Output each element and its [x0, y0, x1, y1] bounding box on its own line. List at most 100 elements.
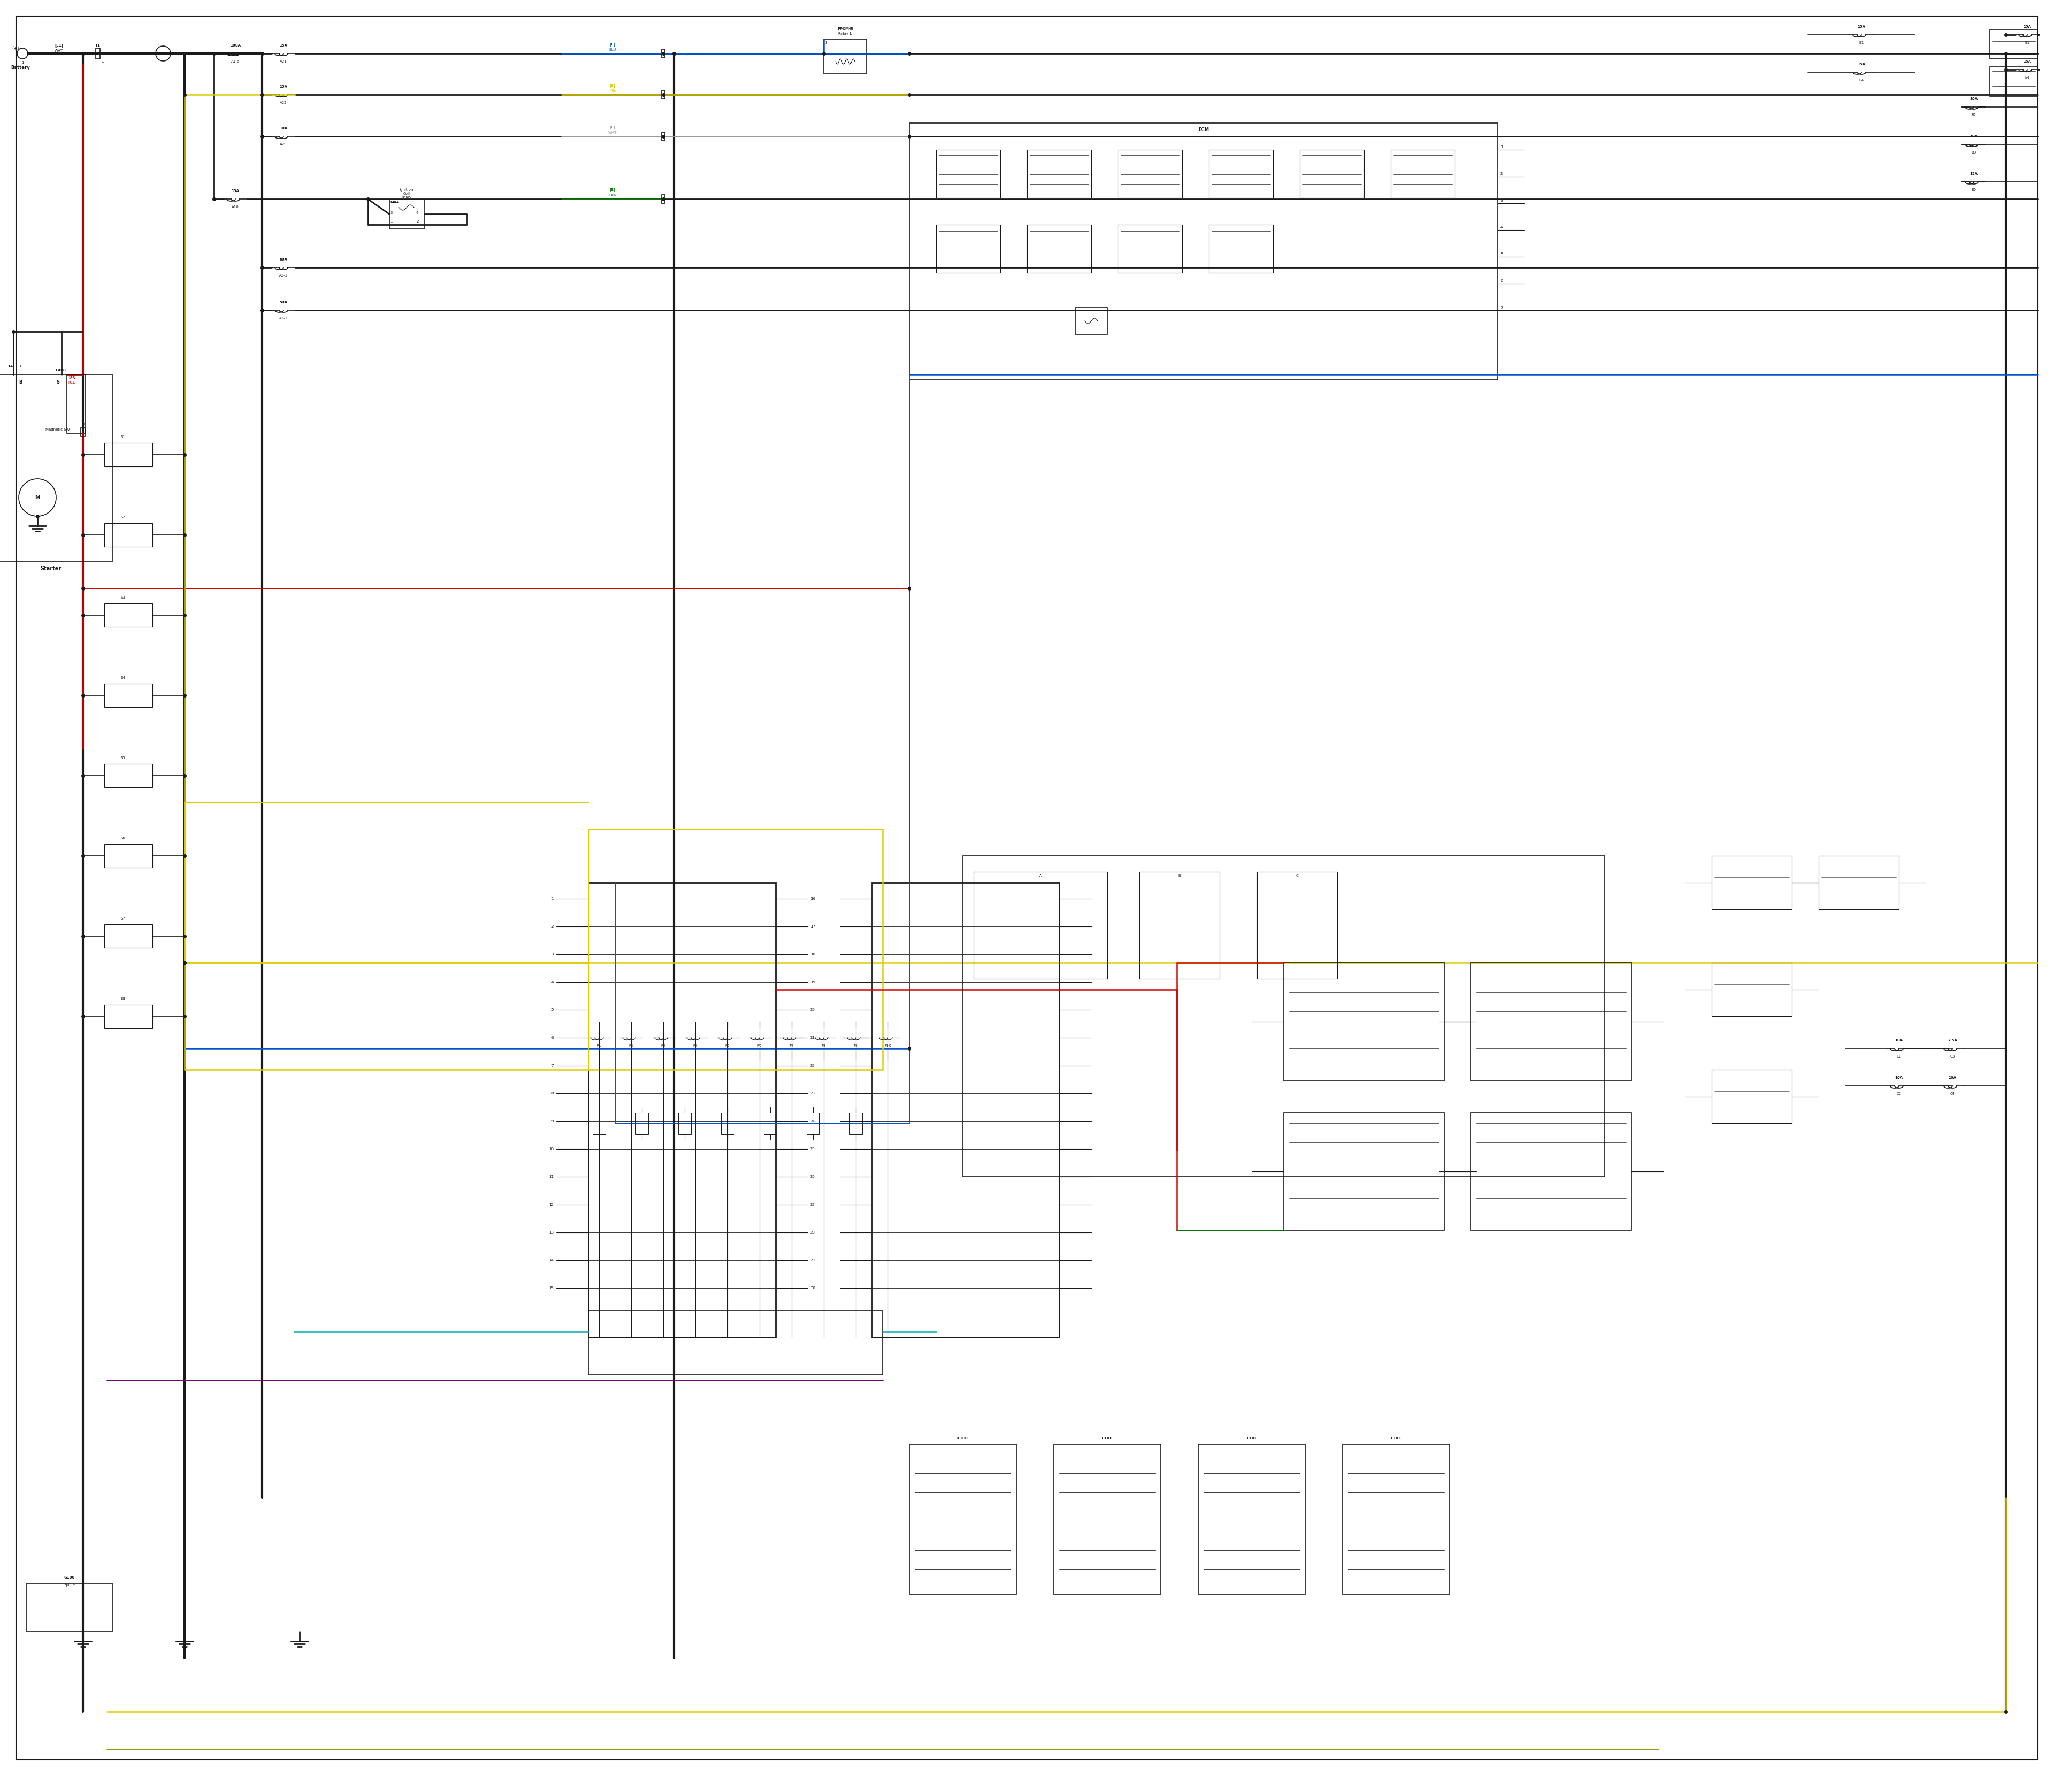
Text: 7.5A: 7.5A: [1947, 1039, 1957, 1041]
Text: 4: 4: [550, 980, 555, 984]
Text: 29: 29: [811, 1258, 815, 1262]
Text: Relay 1: Relay 1: [838, 32, 852, 36]
Text: BLU: BLU: [608, 48, 616, 52]
Text: 18: 18: [811, 953, 815, 955]
Text: [E1]: [E1]: [55, 43, 64, 47]
Text: Ignition: Ignition: [398, 188, 413, 192]
Bar: [105, 604, 152, 627]
Text: 1: 1: [21, 61, 25, 65]
Text: S: S: [55, 380, 60, 385]
Text: B4: B4: [1859, 79, 1863, 82]
Bar: [1711, 857, 1791, 909]
Text: C101: C101: [1101, 1437, 1113, 1441]
Text: WHT: WHT: [608, 131, 616, 134]
Text: B: B: [18, 380, 23, 385]
Bar: [1990, 66, 2038, 97]
Text: 10: 10: [548, 1147, 555, 1150]
Text: P1: P1: [598, 1045, 602, 1047]
Text: 12: 12: [548, 1202, 555, 1206]
Text: S6: S6: [121, 837, 125, 840]
Text: 28: 28: [811, 1231, 815, 1235]
Bar: [1343, 1444, 1450, 1595]
Text: RED: RED: [68, 382, 76, 383]
Text: C1: C1: [1896, 1055, 1902, 1057]
Text: 15: 15: [80, 423, 86, 426]
Text: YEL: YEL: [610, 90, 616, 93]
Text: B1: B1: [2025, 41, 2029, 45]
Text: M: M: [35, 495, 39, 500]
Bar: [661, 195, 665, 202]
Text: 15A: 15A: [1857, 25, 1865, 29]
Text: B5: B5: [1972, 188, 1976, 192]
Text: 22: 22: [811, 1064, 815, 1068]
Text: 10A: 10A: [1896, 1039, 1902, 1041]
Text: S5: S5: [121, 756, 125, 760]
Text: 21: 21: [811, 1036, 815, 1039]
Bar: [807, 1113, 820, 1134]
Bar: [1210, 151, 1273, 197]
Text: C2: C2: [1896, 1093, 1902, 1095]
Bar: [1284, 962, 1444, 1081]
Text: P3: P3: [661, 1045, 665, 1047]
Text: 1: 1: [550, 898, 555, 900]
Bar: [1284, 1113, 1444, 1231]
Text: B: B: [1179, 874, 1181, 878]
Bar: [105, 523, 152, 547]
Bar: [587, 1310, 883, 1374]
Bar: [764, 1113, 776, 1134]
Bar: [1210, 224, 1273, 272]
Bar: [1197, 1444, 1304, 1595]
Bar: [910, 124, 1497, 380]
Text: [E]: [E]: [610, 43, 616, 47]
Text: 10A: 10A: [1970, 97, 1978, 100]
Bar: [1257, 873, 1337, 978]
Text: B4: B4: [2025, 75, 2029, 79]
Bar: [105, 1005, 152, 1029]
Text: 26: 26: [811, 1176, 815, 1179]
Text: 15A: 15A: [2023, 59, 2031, 63]
Text: 10A: 10A: [1949, 1077, 1955, 1079]
Text: 60A: 60A: [279, 258, 288, 262]
Text: G100: G100: [64, 1575, 76, 1579]
Text: 1: 1: [390, 220, 392, 222]
Text: S7: S7: [121, 918, 125, 919]
Text: 10A: 10A: [279, 127, 288, 131]
Text: P9: P9: [854, 1045, 859, 1047]
Text: A21: A21: [279, 59, 288, 63]
Bar: [1391, 151, 1454, 197]
Text: 7: 7: [1499, 306, 1504, 310]
Bar: [1300, 151, 1364, 197]
Text: 6: 6: [1499, 280, 1504, 283]
Text: T1: T1: [94, 43, 101, 47]
Text: B3: B3: [1972, 151, 1976, 154]
Text: C4: C4: [1949, 1093, 1955, 1095]
Text: 15A: 15A: [279, 43, 288, 47]
Text: P7: P7: [789, 1045, 795, 1047]
Text: ECM: ECM: [1197, 127, 1210, 133]
Text: 2: 2: [1499, 172, 1504, 176]
Text: Battery: Battery: [10, 65, 31, 70]
Text: 3: 3: [390, 211, 392, 215]
Text: S3: S3: [121, 597, 125, 599]
Text: 4: 4: [1499, 226, 1504, 229]
Bar: [388, 199, 423, 229]
Text: Splice: Splice: [64, 1584, 76, 1586]
Text: 1: 1: [1499, 145, 1504, 149]
Bar: [1117, 151, 1183, 197]
Text: [E]: [E]: [610, 84, 616, 88]
Bar: [910, 1444, 1017, 1595]
Text: C408: C408: [55, 369, 66, 371]
Bar: [27, 1584, 113, 1631]
Bar: [97, 48, 101, 59]
Text: 20: 20: [811, 1009, 815, 1011]
Bar: [1074, 308, 1107, 335]
Bar: [1711, 962, 1791, 1016]
Text: 50A: 50A: [279, 301, 288, 305]
Bar: [587, 883, 776, 1337]
Bar: [661, 133, 665, 142]
Bar: [1471, 962, 1631, 1081]
Text: 15A: 15A: [1970, 172, 1978, 176]
Text: 10A: 10A: [1896, 1077, 1902, 1079]
Text: 15: 15: [548, 1287, 555, 1290]
Text: [E]: [E]: [610, 125, 616, 129]
